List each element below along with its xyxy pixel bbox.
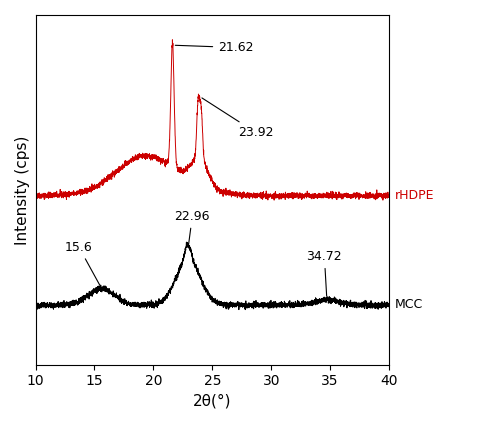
Y-axis label: Intensity (cps): Intensity (cps) xyxy=(15,135,30,245)
Text: 21.62: 21.62 xyxy=(176,41,254,54)
X-axis label: 2θ(°): 2θ(°) xyxy=(193,394,232,409)
Text: rHDPE: rHDPE xyxy=(395,189,434,202)
Text: 15.6: 15.6 xyxy=(65,240,100,286)
Text: MCC: MCC xyxy=(395,298,423,312)
Text: 23.92: 23.92 xyxy=(202,98,274,139)
Text: 22.96: 22.96 xyxy=(174,209,210,244)
Text: 34.72: 34.72 xyxy=(306,250,342,296)
